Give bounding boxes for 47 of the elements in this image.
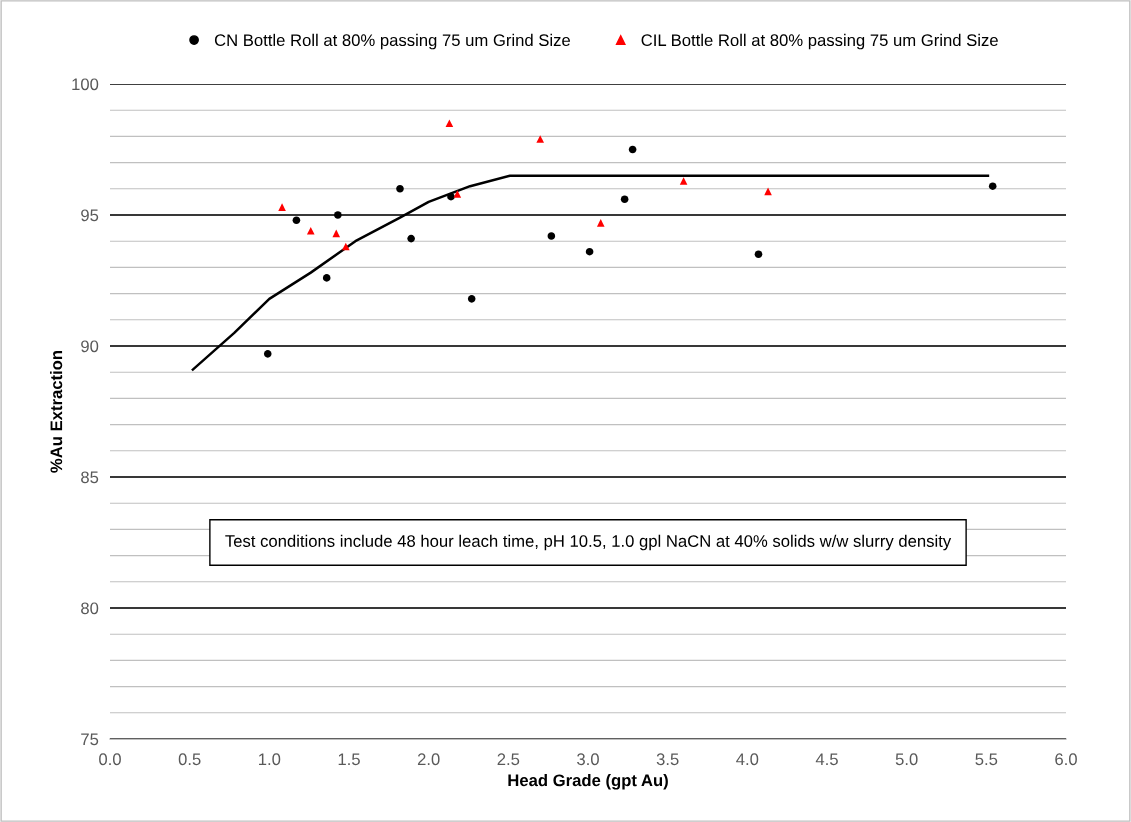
x-axis-title: Head Grade (gpt Au) [508,773,668,790]
point [453,190,462,198]
point [467,295,476,303]
point [332,229,341,238]
y-tick-label: 85 [81,471,99,484]
point [628,145,637,154]
point [407,234,415,243]
y-axis-title: %Au Extraction [49,350,63,473]
point [445,119,454,128]
point [536,135,544,143]
point [620,195,629,204]
point [585,247,594,256]
x-tick-label: 2.5 [497,753,520,766]
point [679,177,688,185]
x-tick-label: 1.5 [338,753,360,766]
x-tick-label: 5.0 [895,753,918,766]
x-tick-label: 3.5 [656,753,679,766]
x-tick-label: 4.5 [815,753,838,766]
x-tick-label: 3.0 [577,753,599,766]
point [292,216,301,225]
x-tick-label: 4.0 [736,753,759,766]
y-tick-label: 80 [81,602,99,615]
point [322,274,331,282]
y-tick-label: 90 [81,340,99,353]
point [447,192,455,201]
x-tick-label: 5.5 [975,753,998,766]
point [278,203,286,211]
x-tick-label: 0.0 [99,753,121,766]
x-tick-label: 1.0 [259,753,281,766]
annotation: Test conditions include 48 hour leach time, pH 10.5, 1.0 gpl NaCN at 40% solids w/w slurry density [225,534,952,551]
point [596,219,605,227]
y-tick-label: 75 [81,733,99,746]
point [306,226,315,235]
point [396,185,404,193]
x-tick-label: 0.5 [178,753,201,766]
point [342,242,350,251]
point [263,350,272,358]
point [754,250,763,259]
legend-label: CN Bottle Roll at 80% passing 75 um Grind Size [214,33,570,50]
x-tick-label: 2.0 [417,753,440,766]
point [547,232,556,240]
point [334,211,342,219]
legend-label: CIL Bottle Roll at 80% passing 75 um Grind Size [641,33,998,50]
y-tick-label: 95 [81,209,99,222]
point [988,182,997,190]
x-tick-label: 6.0 [1055,753,1077,766]
y-tick-label: 100 [72,78,99,91]
